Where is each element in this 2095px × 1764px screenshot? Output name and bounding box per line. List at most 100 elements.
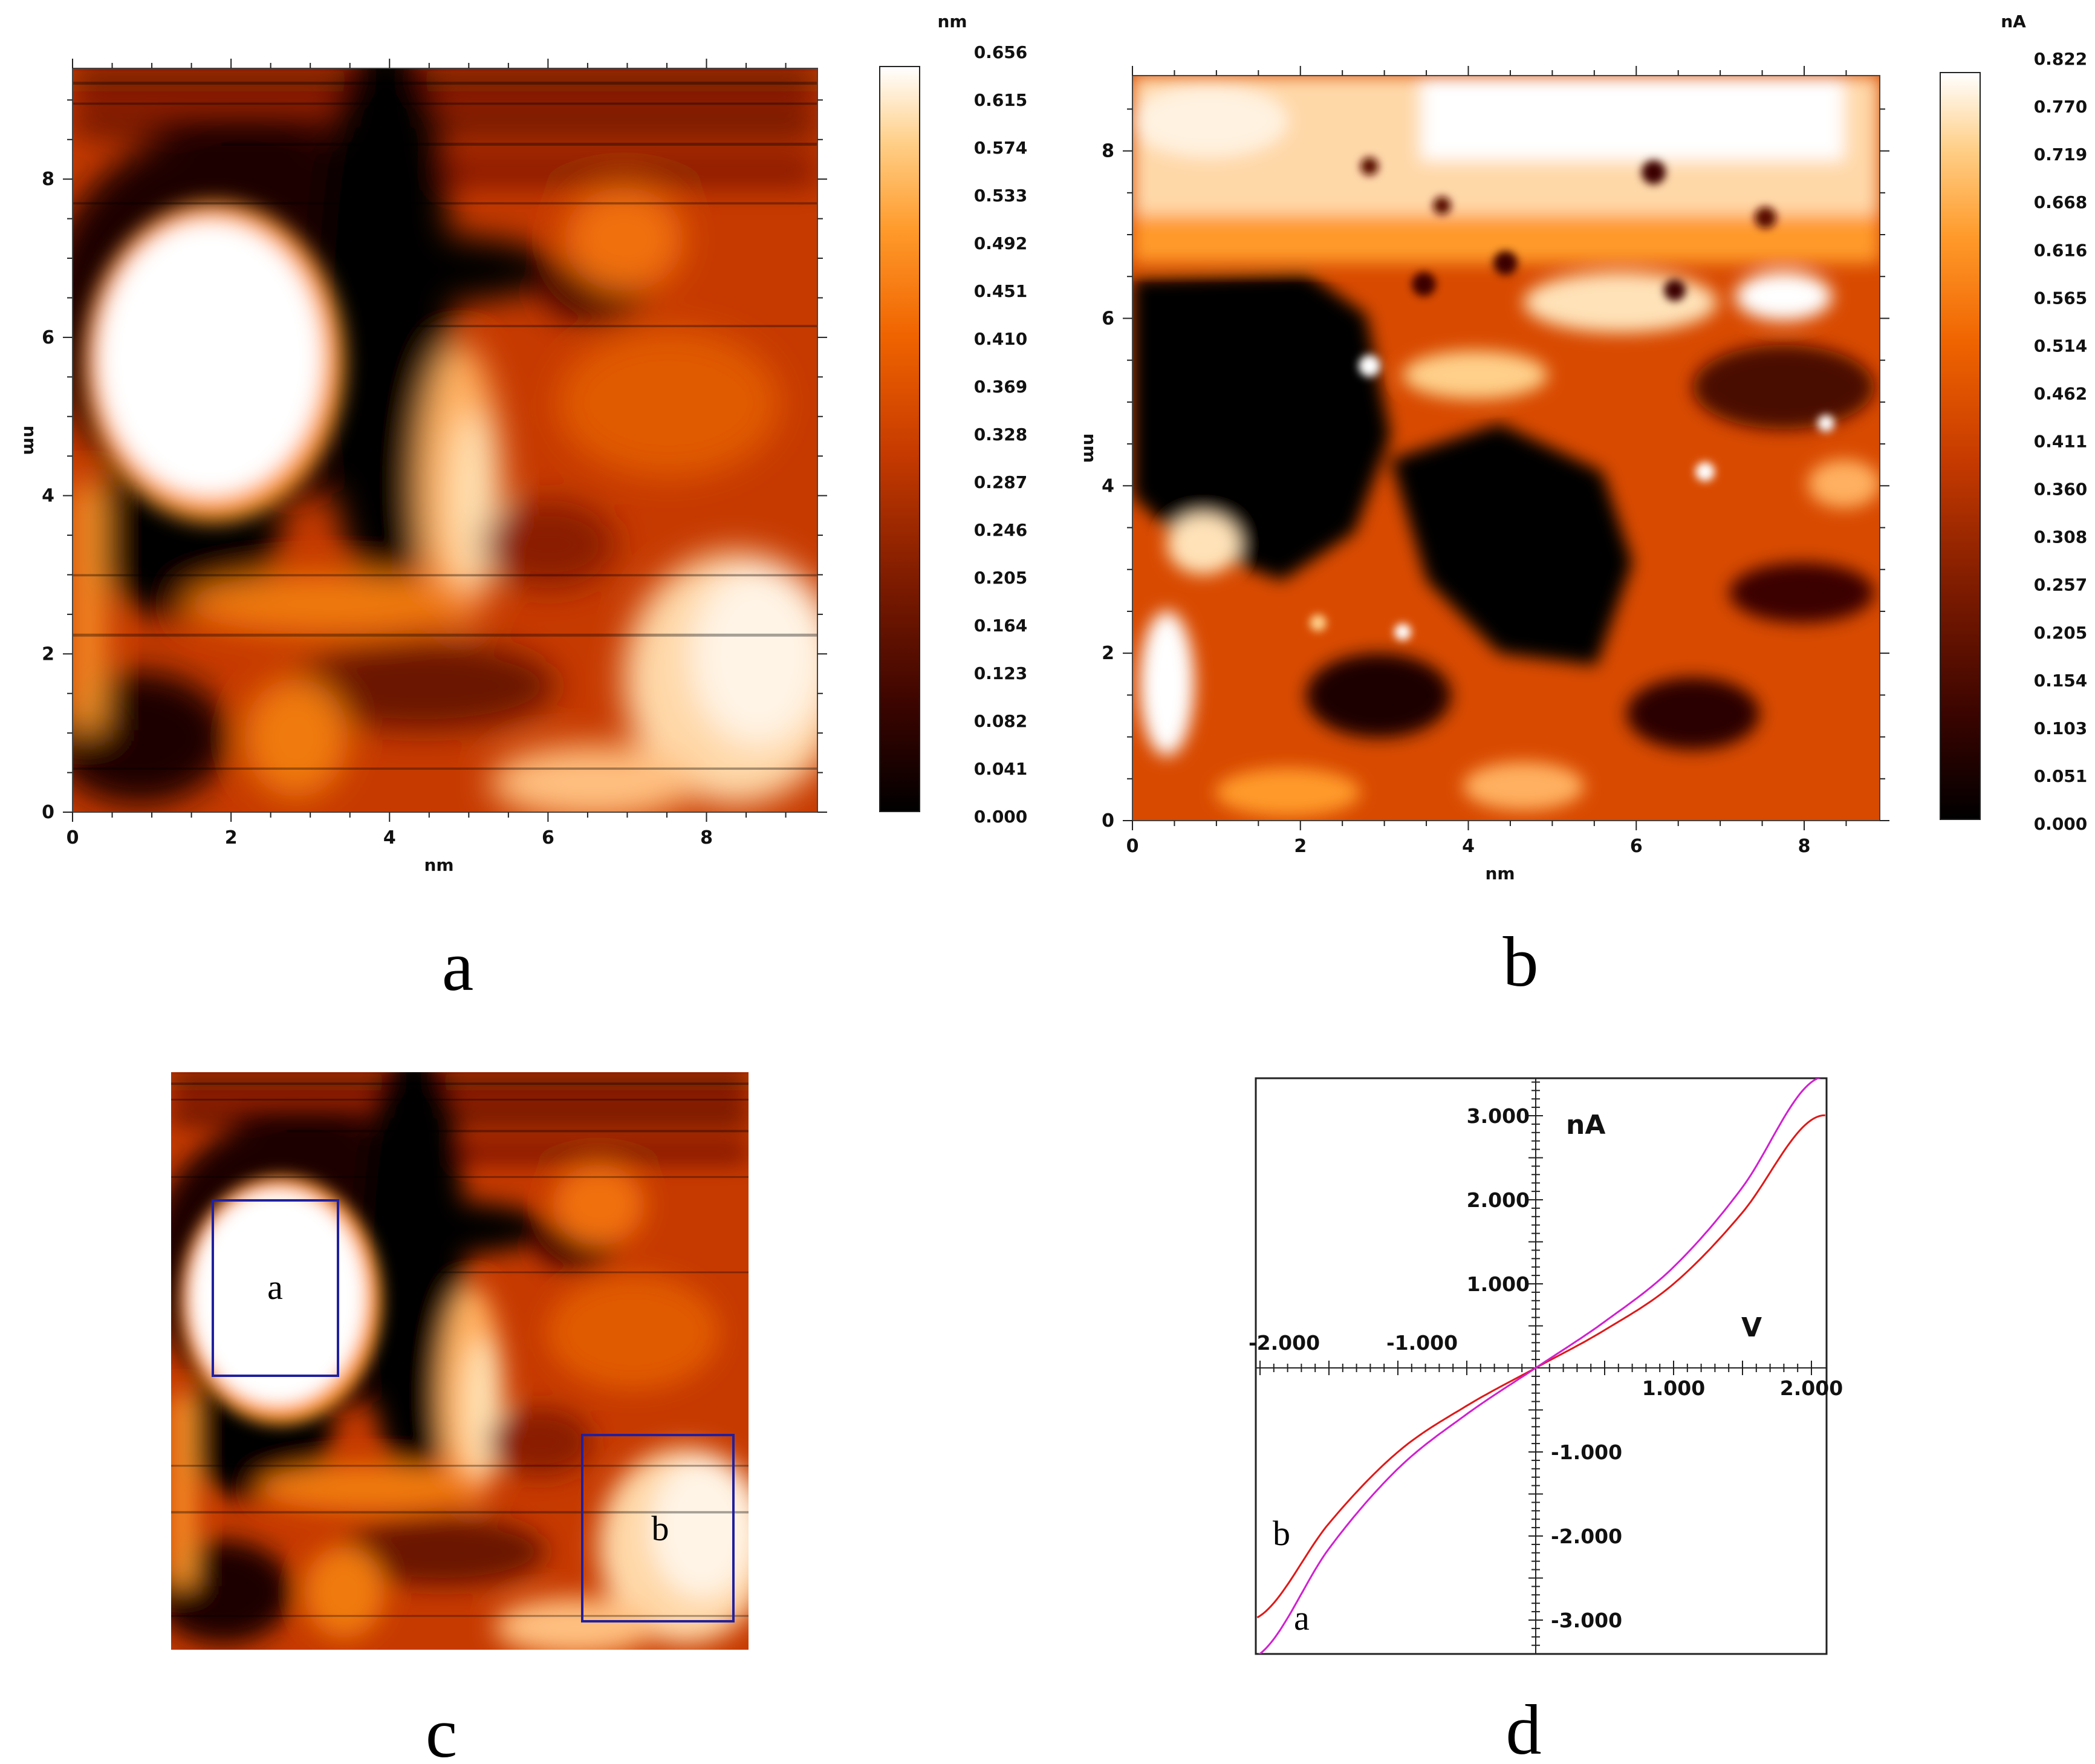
colorbar-tick-label: 0.051 <box>2034 766 2088 786</box>
x-tick-label: 2 <box>225 827 238 848</box>
iv-curve-b-label: b <box>1273 1514 1290 1553</box>
x-tick-label: 2 <box>1294 836 1307 857</box>
x-tick-label: 4 <box>1462 836 1475 857</box>
colorbar-tick-label: 0.616 <box>2034 240 2088 260</box>
region-a-label: a <box>267 1268 283 1307</box>
x-tick-label: 8 <box>1798 836 1811 857</box>
colorbar-tick-label: 0.360 <box>2034 480 2088 500</box>
x-tick-label: 0 <box>1126 836 1139 857</box>
colorbar-tick-label: 0.410 <box>974 329 1028 349</box>
y-tick-label: 2 <box>1102 643 1114 664</box>
colorbar-tick-label: 0.123 <box>974 663 1028 683</box>
iv-unit-x: V <box>1741 1312 1762 1343</box>
colorbar-tick-label: 0.514 <box>2034 336 2088 356</box>
colorbar-tick-label: 0.103 <box>2034 718 2088 738</box>
panel-a-letter: a <box>442 926 473 1006</box>
colorbar-tick-label: 0.492 <box>974 233 1028 253</box>
heatmap-b-frame <box>1132 75 1880 821</box>
x-tick-label: 8 <box>700 827 713 848</box>
colorbar-a-labels: 0.656 0.615 0.574 0.533 0.492 0.451 0.410 0.369… <box>974 42 1028 827</box>
iv-unit-y: nA <box>1566 1110 1605 1141</box>
y-tick-label: 0 <box>42 802 54 823</box>
colorbar-tick-label: 0.082 <box>974 711 1028 731</box>
colorbar-tick-label: 0.668 <box>2034 192 2088 212</box>
x-tick-label: 6 <box>1630 836 1643 857</box>
iv-curve-a-label: a <box>1294 1598 1310 1638</box>
y-tick-label: 4 <box>1102 475 1114 496</box>
region-b-label: b <box>652 1509 669 1548</box>
colorbar-tick-label: 0.615 <box>974 90 1028 110</box>
colorbar-tick-label: 0.451 <box>974 281 1028 301</box>
panel-d: -2.000 -1.000 1.000 2.000 3.000 2.000 1.000 -1.… <box>1249 1077 1843 1764</box>
colorbar-tick-label: 0.656 <box>974 42 1028 62</box>
colorbar-a-unit: nm <box>937 11 967 31</box>
y-tick-label: 8 <box>42 169 54 190</box>
region-a-box <box>212 1199 339 1377</box>
y-axis-label: nm <box>1080 433 1100 463</box>
iv-x-tick-label: 2.000 <box>1780 1376 1843 1400</box>
iv-x-tick-label: -1.000 <box>1386 1331 1458 1355</box>
colorbar-tick-label: 0.822 <box>2034 49 2088 69</box>
iv-y-tick-label: -1.000 <box>1551 1440 1622 1464</box>
colorbar-tick-label: 0.462 <box>2034 383 2088 403</box>
x-tick-label: 6 <box>542 827 554 848</box>
panel-d-letter: d <box>1506 1690 1542 1764</box>
colorbar-b-unit: nA <box>2001 11 2026 31</box>
colorbar-tick-label: 0.246 <box>974 520 1028 540</box>
y-tick-label: 8 <box>1102 141 1114 162</box>
iv-x-tick-label: 1.000 <box>1642 1376 1705 1400</box>
iv-y-tick-label: 1.000 <box>1467 1272 1530 1296</box>
region-b-box <box>581 1434 735 1622</box>
colorbar-tick-label: 0.164 <box>974 616 1028 636</box>
iv-curve-a <box>1258 1078 1821 1654</box>
colorbar-tick-label: 0.154 <box>2034 671 2088 691</box>
colorbar-b-labels: 0.822 0.770 0.719 0.668 0.616 0.565 0.514 0.462… <box>2034 49 2088 834</box>
heatmap-a-image <box>43 31 848 820</box>
colorbar-tick-label: 0.257 <box>2034 575 2088 595</box>
iv-plot-frame <box>1255 1077 1828 1655</box>
colorbar-tick-label: 0.369 <box>974 377 1028 397</box>
heatmap-a-frame <box>72 68 818 813</box>
colorbar-tick-label: 0.719 <box>2034 145 2088 164</box>
colorbar-tick-label: 0.411 <box>2034 432 2088 452</box>
colorbar-tick-label: 0.000 <box>2034 814 2088 834</box>
colorbar-b <box>1940 72 1981 820</box>
colorbar-tick-label: 0.000 <box>974 807 1028 827</box>
x-tick-label: 0 <box>67 827 79 848</box>
heatmap-b-axes: 0 2 4 6 8 0 2 4 6 8 nm nm <box>1080 66 1889 884</box>
x-tick-label: 4 <box>383 827 396 848</box>
colorbar-tick-label: 0.328 <box>974 425 1028 444</box>
colorbar-a <box>879 66 920 812</box>
colorbar-tick-label: 0.287 <box>974 472 1028 492</box>
heatmap-a-axes: 0 2 4 6 8 0 2 4 6 8 nm nm <box>20 59 827 875</box>
colorbar-tick-label: 0.565 <box>2034 288 2088 308</box>
colorbar-tick-label: 0.308 <box>2034 527 2088 547</box>
y-tick-label: 6 <box>1102 308 1114 329</box>
colorbar-tick-label: 0.533 <box>974 186 1028 206</box>
y-tick-label: 0 <box>1102 810 1114 832</box>
y-tick-label: 4 <box>42 486 54 507</box>
x-axis-label: nm <box>424 855 453 875</box>
colorbar-tick-label: 0.205 <box>974 568 1028 588</box>
y-axis-label: nm <box>20 425 40 455</box>
panel-c: a b c <box>148 1043 771 1764</box>
iv-y-tick-label: -3.000 <box>1551 1609 1622 1632</box>
colorbar-tick-label: 0.041 <box>974 759 1028 779</box>
iv-y-tick-label: -2.000 <box>1551 1525 1622 1548</box>
iv-axes: -2.000 -1.000 1.000 2.000 3.000 2.000 1.000 -1.… <box>1249 1078 1843 1655</box>
iv-x-tick-label: -2.000 <box>1249 1331 1320 1355</box>
colorbar-tick-label: 0.574 <box>974 138 1028 158</box>
x-axis-label: nm <box>1485 864 1515 884</box>
y-tick-label: 2 <box>42 643 54 665</box>
y-tick-label: 6 <box>42 327 54 348</box>
heatmap-b-image <box>1132 76 1880 821</box>
panel-c-letter: c <box>426 1693 457 1764</box>
colorbar-tick-label: 0.205 <box>2034 623 2088 643</box>
heatmap-c-image <box>148 1043 771 1655</box>
iv-y-tick-label: 2.000 <box>1467 1188 1530 1212</box>
iv-y-tick-label: 3.000 <box>1467 1104 1530 1128</box>
panel-b-letter: b <box>1503 922 1539 1001</box>
